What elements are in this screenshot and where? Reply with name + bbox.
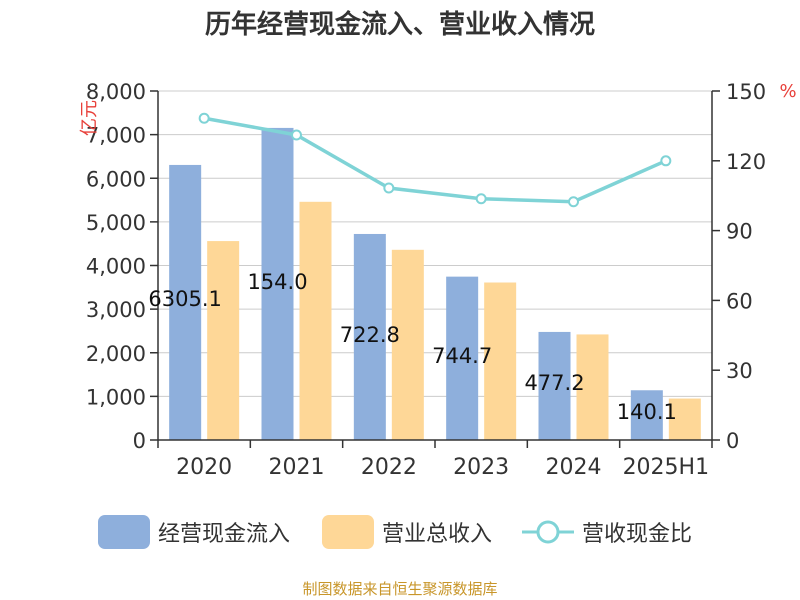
bar-data-label: 477.2: [524, 371, 584, 395]
bar-revenue: [484, 282, 517, 440]
x-tick-label: 2023: [453, 455, 509, 480]
legend-label-ratio: 营收现金比: [582, 522, 693, 547]
y-left-tick-label: 7,000: [86, 124, 146, 148]
bar-cash-inflow: [446, 276, 479, 440]
y-left-axis-title: 亿元: [79, 100, 100, 136]
grid-lines: [158, 90, 712, 397]
y-right-tick-label: 120: [726, 150, 766, 174]
x-tick-label: 2024: [546, 455, 602, 480]
bar-revenue: [299, 201, 332, 440]
y-right-tick-label: 0: [726, 429, 739, 453]
ratio-point: [660, 155, 672, 167]
bar-data-label: 140.1: [617, 400, 677, 424]
y-left-tick-label: 8,000: [86, 80, 146, 104]
axes: 0 1,000 2,000 3,000 4,000 5,000 6,000 7,000 8,00…: [79, 80, 797, 480]
source-note: 制图数据来自恒生聚源数据库: [302, 580, 498, 598]
y-left-tick-label: 5,000: [86, 211, 146, 235]
y-right-tick-label: 30: [726, 359, 753, 383]
chart-title: 历年经营现金流入、营业收入情况: [204, 10, 595, 40]
bar-cash-inflow: [630, 390, 663, 440]
y-left-tick-label: 3,000: [86, 298, 146, 322]
bar-data-label: 744.7: [432, 344, 492, 368]
bar-revenue: [668, 398, 701, 440]
y-left-tick-label: 6,000: [86, 167, 146, 191]
bar-cash-inflow: [538, 331, 571, 440]
legend-label-revenue: 营业总收入: [382, 522, 493, 547]
ratio-line: [203, 116, 667, 204]
bar-revenue: [207, 241, 240, 440]
bar-cash-inflow: [261, 127, 294, 441]
ratio-line-layer: [198, 112, 672, 208]
bar-cash-inflow: [353, 233, 386, 440]
ratio-point: [568, 196, 579, 208]
legend-cash-inflow[interactable]: 经营现金流入: [98, 515, 290, 549]
data-labels: 6305.1 154.0 722.8 744.7 477.2 140.1: [148, 270, 676, 424]
legend-swatch-revenue: [322, 515, 374, 549]
legend-line-ratio-icon: [522, 520, 574, 544]
bars: [169, 127, 701, 441]
bar-data-label: 722.8: [340, 323, 400, 347]
y-right-tick-label: 60: [726, 289, 753, 313]
ratio-point: [198, 112, 210, 124]
bar-data-label: 6305.1: [148, 287, 221, 311]
x-tick-label: 2020: [176, 455, 232, 480]
bar-revenue: [391, 249, 424, 440]
legend-label-cash-inflow: 经营现金流入: [158, 522, 291, 547]
ratio-point: [475, 193, 487, 205]
y-left-tick-label: 1,000: [86, 385, 146, 409]
bar-revenue: [576, 334, 609, 440]
y-left-tick-label: 0: [133, 429, 146, 453]
ratio-point: [291, 129, 302, 141]
legend-ratio[interactable]: 营收现金比: [522, 515, 692, 549]
x-tick-label: 2021: [269, 455, 325, 480]
legend-swatch-cash-inflow: [98, 515, 150, 549]
y-right-tick-label: 150: [726, 80, 766, 104]
x-tick-label: 2025H1: [623, 455, 710, 480]
ratio-point: [383, 182, 395, 194]
y-left-tick-label: 2,000: [86, 342, 146, 366]
bar-cash-inflow: [169, 164, 202, 441]
y-left-tick-label: 4,000: [86, 255, 146, 279]
x-tick-label: 2022: [361, 455, 417, 480]
y-right-tick-label: 90: [726, 220, 753, 244]
y-right-axis-title: %: [779, 81, 796, 102]
legend-revenue[interactable]: 营业总收入: [322, 515, 492, 549]
bar-data-label: 154.0: [247, 270, 307, 294]
